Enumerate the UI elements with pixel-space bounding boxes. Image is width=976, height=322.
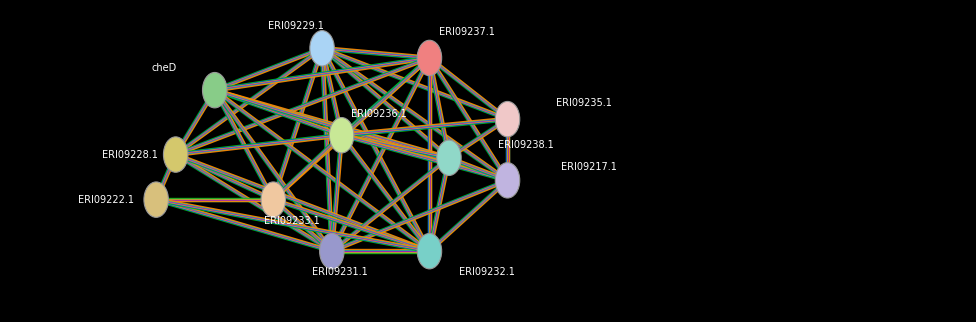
Text: ERI09217.1: ERI09217.1 xyxy=(561,162,617,173)
Ellipse shape xyxy=(495,101,520,137)
Text: ERI09222.1: ERI09222.1 xyxy=(78,194,134,205)
Text: ERI09238.1: ERI09238.1 xyxy=(498,140,553,150)
Text: ERI09236.1: ERI09236.1 xyxy=(351,109,407,119)
Text: ERI09233.1: ERI09233.1 xyxy=(264,215,319,226)
Text: ERI09228.1: ERI09228.1 xyxy=(102,149,158,160)
Text: ERI09229.1: ERI09229.1 xyxy=(268,21,324,31)
Ellipse shape xyxy=(436,140,462,175)
Ellipse shape xyxy=(143,182,169,217)
Text: ERI09235.1: ERI09235.1 xyxy=(556,98,612,108)
Text: ERI09232.1: ERI09232.1 xyxy=(459,267,514,277)
Ellipse shape xyxy=(261,182,286,217)
Ellipse shape xyxy=(309,31,335,66)
Text: ERI09231.1: ERI09231.1 xyxy=(312,267,368,277)
Ellipse shape xyxy=(417,40,442,76)
Text: cheD: cheD xyxy=(151,62,177,73)
Ellipse shape xyxy=(329,118,354,153)
Text: ERI09237.1: ERI09237.1 xyxy=(439,27,495,37)
Ellipse shape xyxy=(495,163,520,198)
Ellipse shape xyxy=(319,233,345,269)
Ellipse shape xyxy=(163,137,188,172)
Ellipse shape xyxy=(417,233,442,269)
Ellipse shape xyxy=(202,72,227,108)
